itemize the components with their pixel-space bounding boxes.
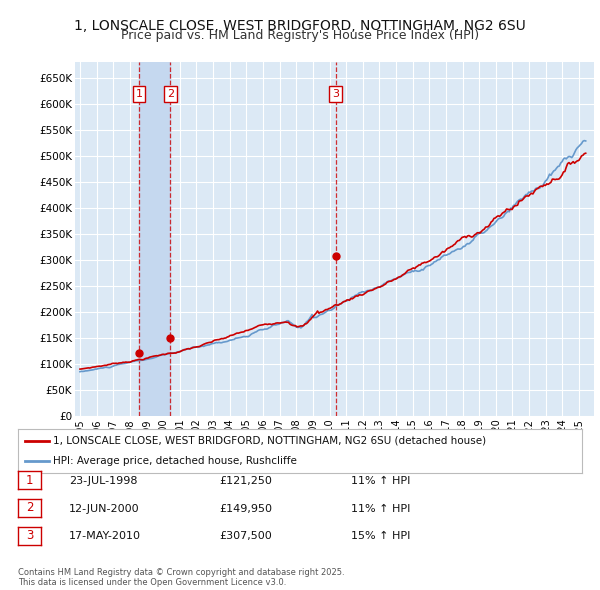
Text: £149,950: £149,950	[219, 504, 272, 513]
Text: 12-JUN-2000: 12-JUN-2000	[69, 504, 140, 513]
Text: 3: 3	[332, 89, 339, 99]
Text: 2: 2	[26, 502, 33, 514]
Text: £121,250: £121,250	[219, 476, 272, 486]
Text: 17-MAY-2010: 17-MAY-2010	[69, 532, 141, 541]
Text: 1, LONSCALE CLOSE, WEST BRIDGFORD, NOTTINGHAM, NG2 6SU: 1, LONSCALE CLOSE, WEST BRIDGFORD, NOTTI…	[74, 19, 526, 33]
Bar	[139, 62, 170, 416]
Text: 1, LONSCALE CLOSE, WEST BRIDGFORD, NOTTINGHAM, NG2 6SU (detached house): 1, LONSCALE CLOSE, WEST BRIDGFORD, NOTTI…	[53, 436, 486, 446]
Text: 23-JUL-1998: 23-JUL-1998	[69, 476, 137, 486]
Text: Price paid vs. HM Land Registry's House Price Index (HPI): Price paid vs. HM Land Registry's House …	[121, 30, 479, 42]
Text: 1: 1	[26, 474, 33, 487]
Text: HPI: Average price, detached house, Rushcliffe: HPI: Average price, detached house, Rush…	[53, 456, 297, 466]
Text: 2: 2	[167, 89, 174, 99]
Text: 3: 3	[26, 529, 33, 542]
Text: 11% ↑ HPI: 11% ↑ HPI	[351, 504, 410, 513]
Text: 11% ↑ HPI: 11% ↑ HPI	[351, 476, 410, 486]
Text: £307,500: £307,500	[219, 532, 272, 541]
Text: 15% ↑ HPI: 15% ↑ HPI	[351, 532, 410, 541]
Text: 1: 1	[136, 89, 143, 99]
Text: Contains HM Land Registry data © Crown copyright and database right 2025.
This d: Contains HM Land Registry data © Crown c…	[18, 568, 344, 587]
